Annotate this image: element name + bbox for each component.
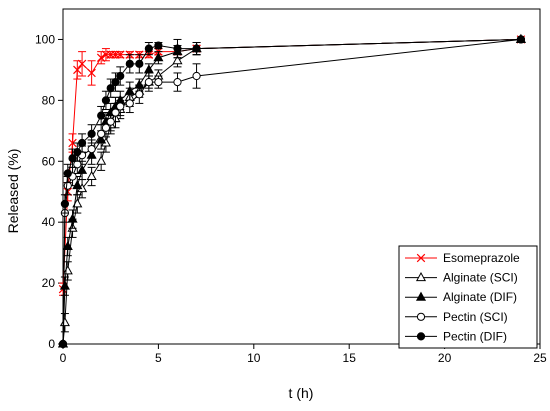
data-point [154, 41, 163, 50]
data-point [116, 102, 125, 111]
data-point [77, 59, 87, 69]
data-point [73, 65, 82, 75]
marker-stroke [416, 253, 426, 263]
legend: Esomeprazole Alginate (SCI) Alginate (DIF)… [398, 245, 538, 349]
data-point [101, 123, 111, 132]
x-tick-label: 15 [343, 351, 357, 365]
x-tick-label: 5 [155, 351, 162, 365]
data-point [106, 84, 115, 93]
data-point [111, 108, 120, 117]
data-point [135, 59, 144, 68]
data-point [86, 170, 97, 180]
marker-stroke [96, 53, 106, 62]
data-point [192, 71, 201, 81]
data-point [63, 181, 72, 190]
data-point [87, 144, 96, 154]
legend-marker [416, 332, 426, 341]
legend-label: Alginate (SCI) [443, 271, 518, 285]
legend-marker [416, 312, 426, 321]
data-point [60, 199, 70, 209]
data-point [77, 138, 87, 148]
y-tick-label: 20 [42, 276, 56, 290]
legend-item: Alginate (SCI) [405, 271, 518, 285]
data-point [116, 71, 125, 81]
legend-item: Alginate (DIF) [405, 290, 517, 304]
x-tick-label: 25 [533, 351, 547, 365]
series-3 [58, 35, 526, 349]
data-point [144, 44, 153, 53]
series-4 [58, 35, 526, 349]
legend-label: Pectin (DIF) [443, 329, 507, 343]
x-axis-title: t (h) [289, 385, 314, 401]
data-point [96, 53, 106, 62]
data-point [68, 154, 77, 163]
legend-item: Esomeprazole [405, 251, 520, 265]
data-point [59, 280, 70, 290]
legend-item: Pectin (DIF) [405, 329, 507, 343]
x-tick-label: 0 [60, 351, 67, 365]
y-tick-label: 80 [42, 93, 56, 107]
data-point [173, 44, 182, 53]
data-point [154, 77, 163, 87]
marker-stroke [77, 59, 87, 69]
data-point [97, 111, 106, 120]
data-point [68, 138, 77, 148]
x-tick-label: 10 [247, 351, 261, 365]
data-point [116, 50, 125, 59]
data-point [87, 68, 96, 78]
data-point [58, 339, 68, 349]
data-point [59, 317, 70, 327]
data-point [73, 148, 82, 157]
legend-marker [415, 291, 427, 301]
y-tick-label: 100 [35, 32, 55, 46]
data-point [87, 129, 96, 138]
data-point [67, 213, 78, 223]
legend-label: Pectin (SCI) [443, 310, 508, 324]
data-point [125, 59, 134, 68]
data-point [173, 77, 182, 87]
data-point [101, 96, 111, 105]
data-point [111, 77, 120, 87]
y-tick-label: 0 [48, 337, 55, 351]
y-tick-label: 60 [42, 154, 56, 168]
legend-marker [416, 253, 426, 263]
data-point [62, 240, 73, 251]
data-point [73, 160, 82, 169]
data-point [172, 55, 183, 65]
data-point [135, 90, 144, 99]
legend-label: Alginate (DIF) [443, 290, 517, 304]
y-axis-title: Released (%) [5, 149, 21, 234]
data-point [97, 129, 106, 138]
data-point [77, 164, 88, 174]
data-point [63, 169, 72, 178]
legend-item: Pectin (SCI) [405, 310, 508, 324]
data-point [62, 265, 73, 275]
data-point [96, 155, 107, 165]
data-point [192, 44, 201, 53]
marker-stroke [73, 65, 82, 75]
legend-marker [415, 271, 427, 282]
data-point [144, 77, 153, 87]
data-point [106, 117, 115, 126]
plot-frame [62, 8, 541, 345]
y-tick-label: 40 [42, 215, 56, 229]
marker-stroke [87, 68, 96, 78]
data-point [516, 35, 526, 44]
data-point [153, 52, 164, 62]
marker-stroke [116, 50, 125, 59]
legend-label: Esomeprazole [443, 251, 520, 265]
data-point [125, 99, 134, 108]
data-point [72, 180, 83, 190]
x-tick-label: 20 [438, 351, 452, 365]
marker-stroke [68, 138, 77, 148]
